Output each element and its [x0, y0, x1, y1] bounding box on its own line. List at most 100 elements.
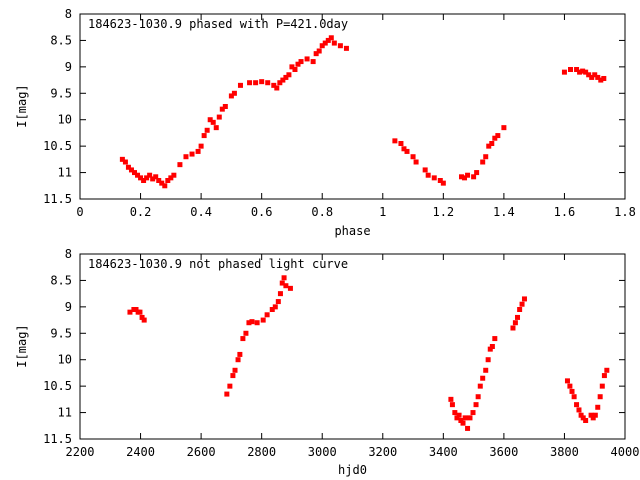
- data-point: [604, 367, 610, 373]
- y-tick-label: 8: [65, 7, 72, 21]
- data-point: [141, 317, 147, 323]
- data-point: [462, 415, 468, 421]
- x-tick-label: 3800: [550, 445, 579, 459]
- data-point: [269, 307, 275, 312]
- plot-frame: [79, 253, 626, 440]
- x-tick-label: 3000: [308, 445, 337, 459]
- data-point: [413, 159, 419, 165]
- x-tick-label: 1.6: [554, 205, 576, 219]
- data-point: [264, 312, 270, 318]
- x-tick-label: 2400: [126, 445, 155, 459]
- x-tick-label: 2600: [187, 445, 216, 459]
- x-tick-label: 1.8: [614, 205, 636, 219]
- x-tick-label: 0.6: [251, 205, 273, 219]
- data-point: [578, 412, 584, 418]
- data-point: [467, 415, 473, 421]
- data-point: [460, 420, 466, 426]
- data-point: [465, 172, 471, 178]
- data-point: [281, 275, 287, 281]
- data-point: [195, 148, 201, 154]
- data-point: [515, 314, 521, 320]
- x-tick-label: 4000: [611, 445, 640, 459]
- data-point: [398, 141, 404, 146]
- data-point: [271, 82, 277, 88]
- data-point: [287, 285, 293, 291]
- y-tick-label: 9: [65, 300, 72, 314]
- data-point: [595, 404, 601, 410]
- data-point: [431, 175, 437, 181]
- data-point: [198, 143, 204, 149]
- data-point: [410, 154, 416, 160]
- x-axis-label: phase: [334, 224, 370, 238]
- data-point: [216, 114, 222, 120]
- x-tick-label: 2200: [66, 445, 95, 459]
- data-point: [156, 178, 162, 183]
- data-point: [456, 412, 462, 418]
- y-tick-label: 8: [65, 247, 72, 261]
- data-point: [119, 156, 125, 162]
- data-point: [137, 309, 143, 315]
- data-point: [139, 314, 145, 320]
- y-tick-label: 9.5: [50, 86, 72, 100]
- data-point: [583, 69, 589, 75]
- data-point: [132, 170, 137, 176]
- data-point: [265, 80, 271, 86]
- data-point: [213, 125, 219, 131]
- data-point: [168, 175, 174, 181]
- y-tick-label: 11.5: [43, 432, 72, 446]
- x-tick-label: 3600: [489, 445, 518, 459]
- chart-title: 184623-1030.9 not phased light curve: [88, 257, 348, 271]
- data-point: [465, 425, 471, 431]
- data-point: [249, 319, 255, 325]
- data-point: [489, 344, 495, 349]
- data-point: [454, 415, 460, 421]
- data-point: [492, 135, 498, 141]
- data-point: [574, 402, 580, 408]
- data-point: [474, 170, 480, 176]
- data-point: [601, 75, 607, 81]
- data-point: [598, 77, 604, 83]
- data-point: [422, 167, 428, 173]
- data-point: [316, 48, 322, 54]
- x-tick-label: 1.2: [432, 205, 454, 219]
- data-point: [404, 148, 410, 154]
- data-point: [274, 85, 280, 91]
- data-point: [240, 336, 246, 342]
- data-point: [569, 388, 575, 394]
- data-point: [147, 172, 153, 178]
- data-point: [224, 391, 230, 397]
- data-point: [521, 296, 527, 302]
- x-tick-label: 2800: [247, 445, 276, 459]
- data-point: [437, 178, 443, 183]
- data-point: [260, 317, 266, 323]
- data-point: [150, 176, 156, 182]
- data-point: [489, 141, 495, 146]
- data-point: [277, 80, 283, 86]
- x-axis-label: hjd0: [338, 463, 367, 477]
- data-point: [122, 159, 128, 165]
- data-point: [272, 304, 278, 310]
- data-point: [337, 43, 343, 49]
- data-point: [577, 69, 583, 75]
- data-point: [425, 172, 431, 178]
- data-point: [254, 320, 260, 326]
- data-point: [207, 117, 213, 123]
- data-point: [128, 167, 134, 173]
- x-tick-label: 0.4: [190, 205, 212, 219]
- data-point: [586, 72, 592, 78]
- data-point: [510, 325, 516, 331]
- data-point: [401, 146, 407, 152]
- data-point: [141, 178, 147, 183]
- data-point: [253, 80, 259, 86]
- data-point: [589, 74, 595, 80]
- y-tick-label: 10: [58, 353, 72, 367]
- data-point: [459, 174, 464, 180]
- data-point: [235, 357, 241, 363]
- data-point: [480, 159, 486, 165]
- data-point: [286, 72, 292, 78]
- data-point: [243, 330, 249, 336]
- data-point: [392, 138, 398, 144]
- data-point: [227, 383, 233, 389]
- data-point: [458, 418, 464, 423]
